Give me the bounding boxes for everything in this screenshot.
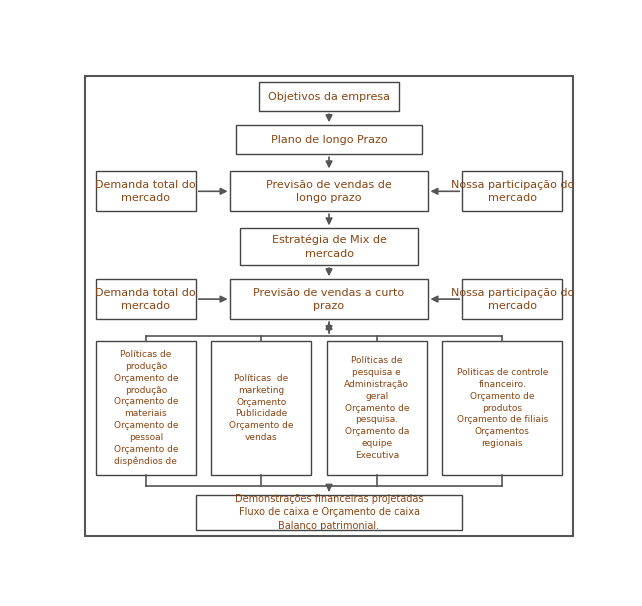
Bar <box>259 82 399 112</box>
Bar <box>462 279 562 319</box>
Text: Politicas de controle
financeiro.
Orçamento de
produtos
Orçamento de filiais
Orç: Politicas de controle financeiro. Orçame… <box>456 368 548 448</box>
Bar <box>96 341 196 476</box>
Text: Políticas de
produção
Orçamento de
produção
Orçamento de
materiais
Orçamento de
: Políticas de produção Orçamento de produ… <box>114 350 178 466</box>
Bar <box>96 279 196 319</box>
Text: Demanda total do
mercado: Demanda total do mercado <box>96 287 196 311</box>
Bar <box>211 341 311 476</box>
Bar <box>462 171 562 211</box>
Text: Nossa participação do
mercado: Nossa participação do mercado <box>451 287 574 311</box>
Text: Previsão de vendas de
longo prazo: Previsão de vendas de longo prazo <box>266 180 392 203</box>
Bar <box>239 228 419 265</box>
Text: Previsão de vendas a curto
prazo: Previsão de vendas a curto prazo <box>254 287 404 311</box>
Bar <box>230 279 428 319</box>
Text: Políticas de
pesquisa e
Administração
geral
Orçamento de
pesquisa.
Orçamento da
: Políticas de pesquisa e Administração ge… <box>344 356 409 460</box>
Text: Demanda total do
mercado: Demanda total do mercado <box>96 180 196 203</box>
Text: Estratégia de Mix de
mercado: Estratégia de Mix de mercado <box>272 235 386 259</box>
Bar <box>96 171 196 211</box>
Text: Nossa participação do
mercado: Nossa participação do mercado <box>451 180 574 203</box>
Text: Plano de longo Prazo: Plano de longo Prazo <box>271 135 387 145</box>
Bar <box>327 341 427 476</box>
Text: Políticas  de
marketing
Orçamento
Publicidade
Orçamento de
vendas: Políticas de marketing Orçamento Publici… <box>229 374 293 442</box>
Bar <box>442 341 562 476</box>
Text: Objetivos da empresa: Objetivos da empresa <box>268 92 390 102</box>
Bar <box>230 171 428 211</box>
Bar <box>196 494 462 530</box>
Text: Demonstrações financeiras projetadas
Fluxo de caixa e Orçamento de caixa
Balanço: Demonstrações financeiras projetadas Flu… <box>235 494 423 531</box>
Bar <box>236 125 422 155</box>
